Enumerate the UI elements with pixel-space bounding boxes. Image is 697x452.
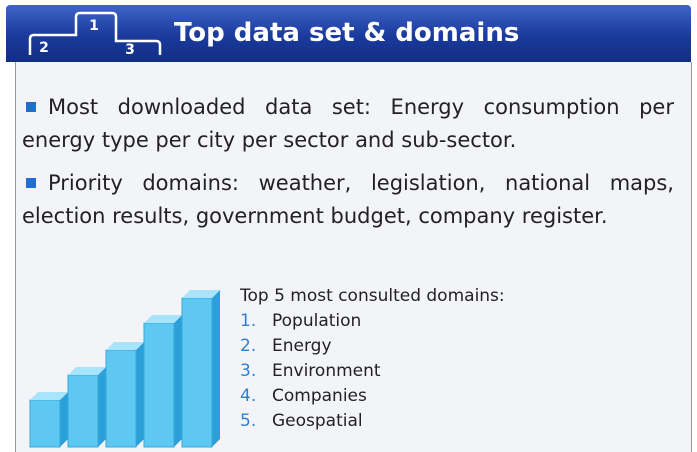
list-number: 3. [240, 361, 257, 381]
bullet: Priority domains: weather, legislation, … [22, 167, 674, 233]
list-label: Energy [272, 336, 332, 356]
bullet: Most downloaded data set: Energy consump… [22, 91, 674, 157]
bar-shape [182, 290, 220, 298]
bar-shape [30, 392, 68, 400]
list-label: Environment [272, 361, 381, 381]
list-item: 5. Geospatial [240, 409, 505, 434]
bar-shape [144, 315, 182, 323]
bar-shape [60, 392, 68, 447]
header-bar: 1 2 3 Top data set & domains [6, 5, 691, 62]
bar-icon [29, 290, 220, 448]
bar-shape [106, 342, 144, 350]
bullet-text: Priority domains: weather, legislation, … [22, 171, 674, 228]
list-heading: Top 5 most consulted domains: [240, 286, 505, 306]
list-label: Companies [272, 386, 367, 406]
bar-shape [105, 349, 137, 448]
bar-shape [67, 374, 99, 448]
bullet-text: Most downloaded data set: Energy consump… [22, 95, 674, 152]
list-number: 2. [240, 336, 257, 356]
top-list: Top 5 most consulted domains: 1. Populati… [240, 284, 505, 434]
list-number: 4. [240, 386, 257, 406]
podium-number: 3 [125, 42, 135, 58]
list-label: Population [272, 311, 362, 331]
list-item: 3. Environment [240, 359, 505, 384]
list-number: 1. [240, 311, 257, 331]
bar-shape [29, 399, 61, 448]
bar-shape [143, 322, 175, 448]
list-item: 4. Companies [240, 384, 505, 409]
bar-shape [181, 297, 213, 448]
podium-number: 2 [39, 40, 49, 56]
bar-shape [68, 367, 106, 375]
list-label: Geospatial [272, 411, 363, 431]
title: Top data set & domains [174, 18, 520, 48]
podium-number: 1 [89, 18, 99, 34]
bar-shape [174, 315, 182, 447]
list-item: 1. Population [240, 309, 505, 334]
bar-shape [98, 367, 106, 447]
list-item: 2. Energy [240, 334, 505, 359]
list-number: 5. [240, 411, 257, 431]
podium-icon: 1 2 3 [28, 11, 162, 58]
bar-shape [212, 290, 220, 447]
bar-shape [136, 342, 144, 447]
